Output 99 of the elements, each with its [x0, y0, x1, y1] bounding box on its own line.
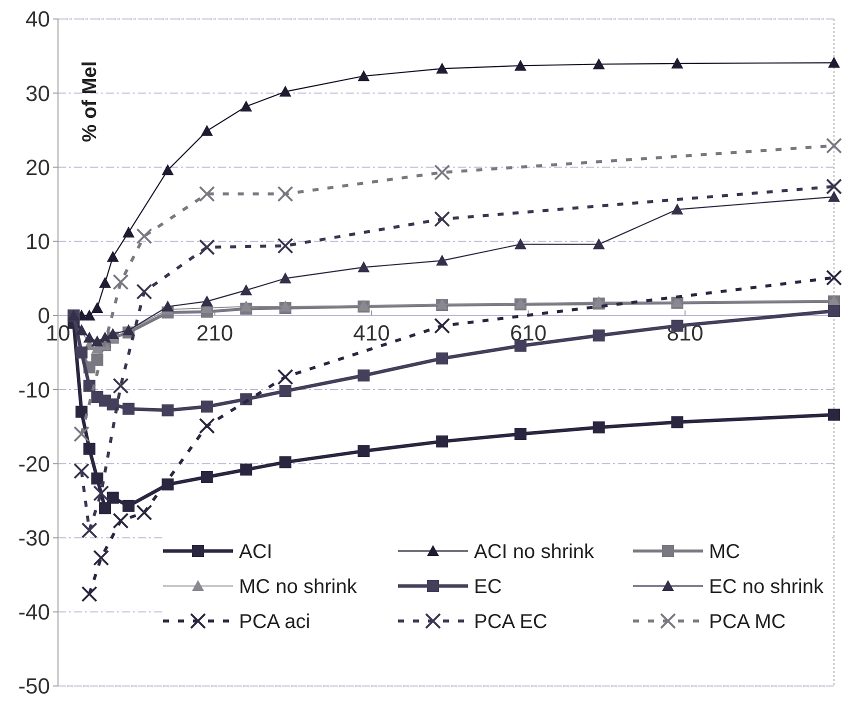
point	[200, 471, 213, 484]
point	[279, 86, 292, 97]
point	[99, 502, 112, 514]
point	[436, 62, 448, 74]
legend-label: PCA EC	[474, 611, 548, 633]
point	[240, 464, 252, 476]
legend-label: MC	[709, 541, 740, 563]
point	[122, 500, 135, 512]
point	[136, 228, 152, 244]
point	[81, 522, 98, 538]
point	[671, 57, 684, 68]
point	[93, 550, 110, 566]
y-tick-label: -50	[18, 674, 50, 699]
point	[358, 369, 370, 382]
x-tick-label: 210	[196, 320, 234, 346]
point	[277, 238, 294, 254]
point	[136, 504, 152, 521]
point	[358, 445, 370, 458]
legend-label: EC no shrink	[709, 576, 824, 598]
point	[514, 60, 526, 71]
point	[434, 164, 450, 180]
point	[277, 368, 294, 385]
point	[514, 238, 526, 250]
point	[514, 428, 526, 440]
point	[279, 300, 292, 312]
y-axis-title: % of Mel	[79, 61, 101, 142]
y-tick-label: -10	[18, 377, 50, 402]
point	[826, 178, 842, 194]
point	[200, 295, 213, 306]
point	[826, 270, 842, 286]
legend-label: PCA MC	[709, 611, 786, 633]
y-tick-label: -40	[18, 600, 50, 625]
point	[112, 274, 129, 290]
point	[358, 261, 370, 272]
y-tick-label: 30	[26, 80, 50, 106]
point	[83, 332, 96, 343]
point	[436, 352, 448, 364]
y-tick-label: -20	[18, 451, 50, 476]
point	[358, 70, 370, 82]
point	[671, 416, 684, 428]
point	[122, 226, 135, 238]
y-tick-label: 20	[26, 154, 50, 180]
point	[162, 300, 174, 312]
point	[106, 492, 119, 504]
x-tick-label: 610	[510, 320, 547, 346]
point	[200, 400, 213, 413]
point	[828, 56, 840, 68]
point	[434, 211, 450, 228]
point	[277, 186, 294, 202]
point	[91, 335, 104, 346]
legend-label: EC	[474, 576, 502, 598]
point	[136, 284, 152, 300]
point	[162, 164, 174, 176]
point	[112, 512, 129, 529]
point	[240, 300, 252, 312]
legend-label: ACI	[239, 541, 272, 563]
point	[434, 318, 450, 334]
y-tick-label: -30	[18, 525, 50, 550]
point	[240, 100, 252, 112]
point	[198, 418, 215, 434]
point	[200, 124, 213, 136]
point	[240, 284, 252, 296]
legend-label: PCA aci	[239, 611, 310, 633]
point	[828, 190, 840, 202]
point	[671, 203, 684, 214]
point	[93, 485, 110, 502]
point	[106, 398, 119, 410]
point	[826, 138, 842, 154]
point	[122, 402, 135, 415]
x-tick-label: 410	[353, 320, 390, 346]
point	[198, 239, 215, 256]
point	[828, 408, 840, 421]
point	[112, 378, 129, 394]
point	[436, 254, 448, 266]
point	[106, 250, 119, 262]
legend-label: ACI no shrink	[474, 541, 596, 563]
point	[592, 58, 605, 70]
point	[279, 385, 292, 398]
point	[279, 456, 292, 468]
point	[592, 421, 605, 434]
point	[198, 186, 215, 202]
y-tick-label: 10	[26, 229, 50, 254]
y-tick-label: 40	[26, 6, 50, 32]
point	[279, 272, 292, 284]
point	[106, 328, 119, 339]
legend-label: MC no shrink	[239, 576, 358, 598]
point	[828, 305, 840, 317]
point	[91, 472, 104, 484]
point	[83, 442, 96, 455]
point	[162, 404, 174, 416]
point	[91, 302, 104, 314]
point	[592, 329, 605, 342]
point	[436, 435, 448, 448]
point	[76, 406, 88, 418]
point	[74, 463, 90, 480]
point	[74, 426, 90, 442]
point	[99, 276, 112, 288]
point	[592, 238, 605, 250]
point	[81, 586, 98, 602]
